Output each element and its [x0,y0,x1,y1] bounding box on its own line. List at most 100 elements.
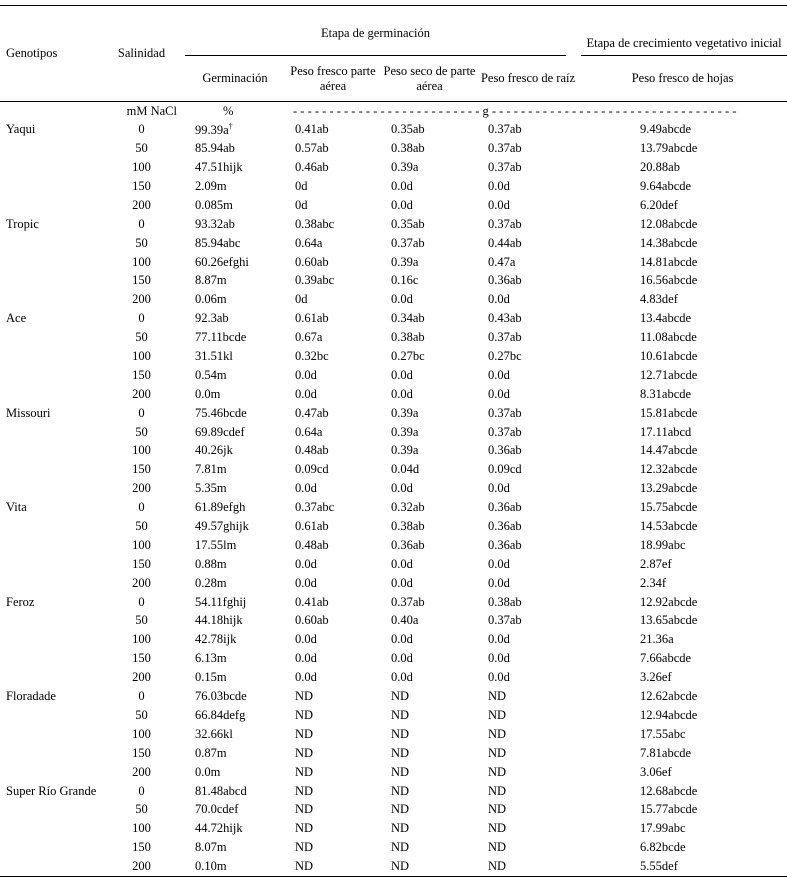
table-row: 50 77.11bcde 0.67a 0.38ab 0.37ab 11.08abcde [0,328,787,347]
header-group: Etapa de crecimiento vegetativo inicial [581,36,787,56]
cell: 0.39a [391,254,419,269]
cell: 15.81abcde [640,405,698,420]
cell: 12.08abcde [640,216,698,231]
cell: ND [488,821,507,836]
cell: 0.37ab [488,122,522,137]
cell: 0.37abc [295,500,335,515]
table-row: Floradade 0 76.03bcde ND ND ND 12.62abcde [0,687,787,706]
cell: 32.66kl [195,726,233,741]
cell: 0.0d [295,632,317,647]
salinity: 150 [132,273,151,288]
cell: 75.46bcde [195,405,247,420]
cell: 0.06m [195,292,227,307]
table-row: 150 8.07m ND ND ND 6.82bcde [0,838,787,857]
header-group: Etapa de germinación [185,26,567,56]
table-row: 150 6.13m 0.0d 0.0d 0.0d 7.66abcde [0,649,787,668]
cell: 0.37ab [488,405,522,420]
cell: 0.38abc [295,216,335,231]
cell: 18.99abc [640,537,686,552]
table-row: 200 0.0m ND ND ND 3.06ef [0,763,787,782]
table-row: 150 7.81m 0.09cd 0.04d 0.09cd 12.32abcde [0,460,787,479]
cell: 12.62abcde [640,689,698,704]
cell: 40.26jk [195,443,233,458]
cell: 0.0d [295,651,317,666]
table-row: 150 0.88m 0.0d 0.0d 0.0d 2.87ef [0,555,787,574]
cell: 0.0d [391,292,413,307]
cell: 0.09cd [488,462,522,477]
cell: 0.0d [391,179,413,193]
table-row: 200 0.085m 0d 0.0d 0.0d 6.20def [0,196,787,215]
cell: 0.37ab [391,594,425,609]
cell: ND [295,802,314,817]
cell: 49.57ghijk [195,519,249,534]
salinity: 100 [132,160,151,175]
cell: ND [295,821,314,836]
cell: ND [391,726,410,741]
table-row: 200 0.15m 0.0d 0.0d 0.0d 3.26ef [0,668,787,687]
cell: ND [295,707,314,722]
cell: 0.085m [195,197,233,212]
cell: ND [295,726,314,741]
cell: 0.34ab [391,311,425,326]
cell: 12.94abcde [640,707,698,722]
cell: 0.37ab [488,424,522,439]
cell: 0.0d [295,556,317,571]
cell: 0.61ab [295,519,329,534]
table-row: 200 0.06m 0d 0.0d 0.0d 4.83def [0,290,787,309]
cell: 0.32bc [295,349,329,364]
salinity: 0 [138,689,145,704]
table-row: 50 44.18hijk 0.60ab 0.40a 0.37ab 13.65abcde [0,612,787,631]
cell: ND [488,840,507,855]
cell: 44.18hijk [195,613,243,628]
salinity: 200 [132,197,151,212]
cell: 0.46ab [295,160,329,175]
cell: 54.11fghij [195,594,247,609]
salinity: 100 [132,443,151,458]
table-row: Missouri 0 75.46bcde 0.47ab 0.39a 0.37ab 15.81… [0,404,787,423]
cell: 85.94ab [195,141,235,156]
column-header: Peso fresco de hojas [578,56,787,102]
cell-text: 99.39a [195,122,229,137]
table-row: 100 47.51hijk 0.46ab 0.39a 0.37ab 20.88ab [0,158,787,177]
cell: 0.0d [488,632,510,647]
cell: 0d [295,292,308,307]
cell: 0.39abc [295,273,335,288]
salinity: 200 [132,481,151,496]
cell: 8.87m [195,273,227,288]
cell: ND [295,745,314,760]
table-row: 100 32.66kl ND ND ND 17.55abc [0,725,787,744]
cell: 0d [295,197,308,212]
cell: 0.37ab [488,216,522,231]
cell: 0.39a [391,405,419,420]
column-header: Germinación [185,56,285,102]
cell: 0.0d [295,481,317,496]
cell: ND [488,689,507,704]
cell: 0.64a [295,424,323,439]
cell: 0.0m [195,764,221,779]
cell: 42.78ijk [195,632,237,647]
cell: 0.57ab [295,141,329,156]
cell: 8.07m [195,840,227,855]
cell: 0.48ab [295,537,329,552]
table-row: Feroz 0 54.11fghij 0.41ab 0.37ab 0.38ab 12.92a… [0,593,787,612]
cell: 14.47abcde [640,443,698,458]
cell: 31.51kl [195,349,233,364]
cell: ND [488,707,507,722]
cell: 0.37ab [488,141,522,156]
salinity: 0 [138,500,145,515]
cell: 0.15m [195,670,227,685]
cell: 0.0d [391,197,413,212]
cell: 0.0d [295,670,317,685]
cell: 12.68abcde [640,783,698,798]
cell: 0.37ab [488,613,522,628]
cell: 0.36ab [488,273,522,288]
table-row: 200 0.28m 0.0d 0.0d 0.0d 2.34f [0,574,787,593]
salinity: 200 [132,764,151,779]
cell: 9.49abcde [640,122,692,137]
cell: 17.55lm [195,537,237,552]
data-table: Genotipos Salinidad Etapa de germinación… [0,5,787,877]
salinity: 150 [132,179,151,193]
cell: 17.99abc [640,821,686,836]
cell: 21.36a [640,632,674,647]
cell: 0.43ab [488,311,522,326]
